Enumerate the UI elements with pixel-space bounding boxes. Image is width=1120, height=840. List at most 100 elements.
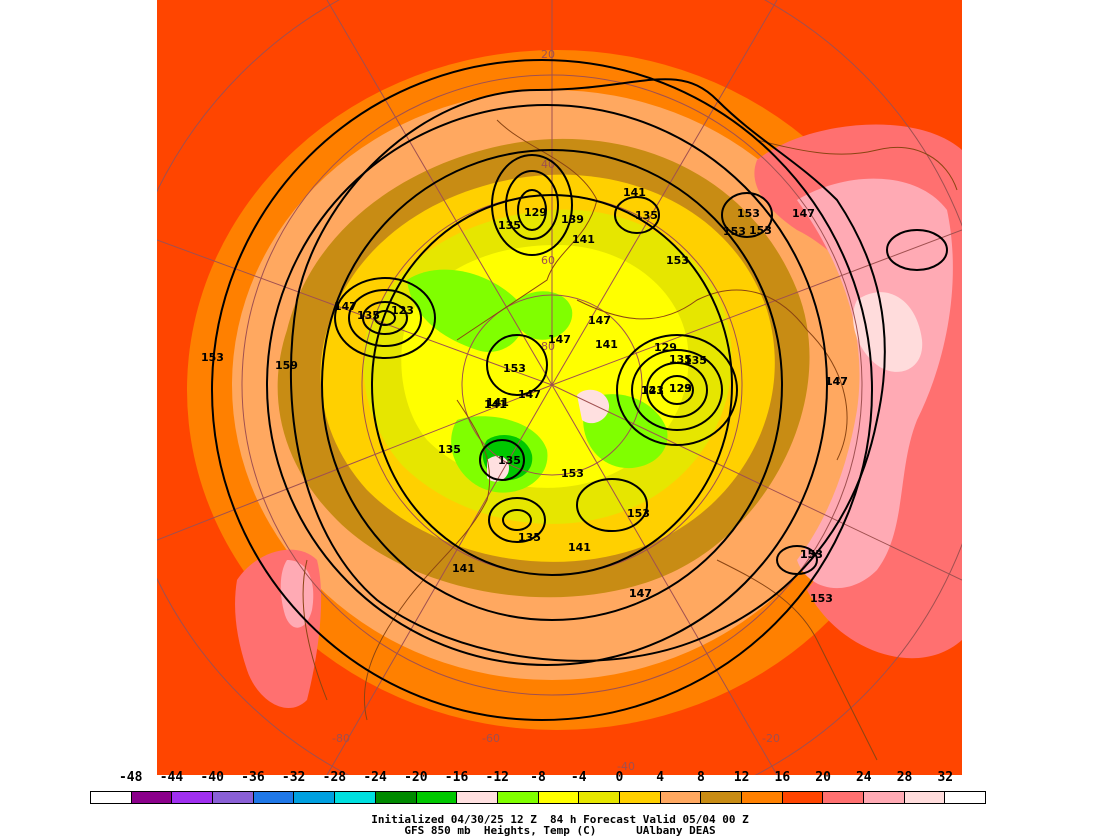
color-bar-segment <box>375 792 417 803</box>
height-label: 123 <box>669 382 692 395</box>
color-bar-segment <box>335 792 376 803</box>
color-bar-segment <box>172 792 214 803</box>
forecast-map-svg: 20 40 60 80 -80 -60 -40 -20 <box>157 0 962 775</box>
color-bar-segment <box>823 792 865 803</box>
caption-line-1: Initialized 04/30/25 12 Z 84 h Forecast … <box>371 813 749 826</box>
legend-tick-label: 8 <box>696 770 705 785</box>
caption-line-2: GFS 850 mb Heights, Temp (C) UAlbany DEA… <box>404 824 716 837</box>
height-label: 153 <box>503 362 526 375</box>
height-label: 135 <box>669 353 692 366</box>
temp-fill-neg8-a <box>407 269 524 352</box>
height-label: 147 <box>588 314 611 327</box>
height-label: 135 <box>498 219 521 232</box>
color-bar-segment <box>742 792 783 803</box>
height-label: 135 <box>498 454 521 467</box>
height-label: 141 <box>623 186 646 199</box>
color-bar-segment <box>945 792 986 803</box>
temp-fill-neg8-d <box>513 291 573 340</box>
legend-tick-label: -28 <box>322 770 347 785</box>
color-bar-segment <box>131 792 173 803</box>
color-bar-segment <box>782 792 824 803</box>
caption: Initialized 04/30/25 12 Z 84 h Forecast … <box>0 814 1120 836</box>
legend-tick-label: 24 <box>855 770 872 785</box>
legend-tick-label: -44 <box>159 770 184 785</box>
legend-tick-label: 28 <box>896 770 913 785</box>
temp-fill-neg12 <box>577 389 610 424</box>
color-bar-segment <box>416 792 458 803</box>
height-label: 135 <box>635 209 658 222</box>
temperature-color-bar <box>90 791 986 804</box>
color-bar-segment <box>579 792 620 803</box>
legend-tick-label: 20 <box>815 770 831 785</box>
legend-tick-label: -40 <box>200 770 224 785</box>
color-bar-segment <box>619 792 661 803</box>
color-bar-segment <box>904 792 946 803</box>
height-label: 141 <box>595 338 618 351</box>
height-label: 153 <box>627 507 650 520</box>
temp-fill-24-b <box>280 560 314 628</box>
legend-tick-label: 16 <box>774 770 791 785</box>
height-label: 153 <box>723 225 746 238</box>
grid-label: -20 <box>762 732 780 745</box>
height-label: 135 <box>438 443 461 456</box>
height-label: 147 <box>518 388 541 401</box>
height-label: 141 <box>568 541 591 554</box>
legend-tick-label: -48 <box>118 770 143 785</box>
color-bar-segment <box>91 792 132 803</box>
height-contours <box>211 59 948 721</box>
lat-lon-grid <box>157 0 962 775</box>
color-bar-segment <box>294 792 336 803</box>
height-label: 147 <box>825 375 848 388</box>
grid-label: 60 <box>541 254 555 267</box>
legend-tick-label: -16 <box>444 770 469 785</box>
legend-tick-label: -24 <box>363 770 387 785</box>
height-label: 147 <box>629 587 652 600</box>
height-label: 139 <box>561 213 584 226</box>
height-label: 135 <box>357 309 380 322</box>
height-label: 153 <box>800 548 823 561</box>
height-label: 129 <box>654 341 677 354</box>
temp-fill-neg12-b <box>487 455 509 482</box>
height-label: 141 <box>486 396 509 409</box>
color-bar-segment <box>457 792 498 803</box>
height-label: 153 <box>561 467 584 480</box>
grid-label: 80 <box>541 340 555 353</box>
height-label: 129 <box>669 382 692 395</box>
temp-fill-24 <box>797 178 953 589</box>
height-label: 153 <box>737 207 760 220</box>
forecast-map: 20 40 60 80 -80 -60 -40 -20 <box>157 0 962 775</box>
height-label: 147 <box>792 207 815 220</box>
color-bar-segment <box>213 792 254 803</box>
color-bar-segment <box>253 792 295 803</box>
height-label: 123 <box>641 384 664 397</box>
grid-label: -80 <box>332 732 350 745</box>
height-label: 147 <box>629 587 652 600</box>
height-label: 135 <box>518 531 541 544</box>
legend-ticks: -48 -44 -40 -36 -32 -28 -24 -20 -16 -12 -8 -4 0 4 8 12 1… <box>0 770 1120 788</box>
legend-tick-label: 32 <box>937 770 954 785</box>
legend-tick-label: 12 <box>733 770 750 785</box>
color-bar-segment <box>538 792 580 803</box>
legend-tick-label: -32 <box>281 770 306 785</box>
height-label: 141 <box>484 398 507 411</box>
legend-tick-label: 0 <box>615 770 624 785</box>
height-label: 129 <box>524 206 547 219</box>
height-label: 153 <box>810 592 833 605</box>
color-bar-segment <box>864 792 905 803</box>
height-label: 141 <box>641 384 664 397</box>
height-label: 153 <box>749 224 772 237</box>
color-bar-segment <box>701 792 742 803</box>
legend-tick-label: -20 <box>404 770 428 785</box>
legend-tick-label: -36 <box>241 770 265 785</box>
height-label: 153 <box>666 254 689 267</box>
height-label: 153 <box>201 351 224 364</box>
height-labels: 129 135 139 141 153 147 141 135 153 153 … <box>201 186 848 605</box>
legend-tick-label: 4 <box>656 770 665 785</box>
height-label: 159 <box>275 359 298 372</box>
height-label: 141 <box>452 562 475 575</box>
height-label: 141 <box>572 233 595 246</box>
legend-tick-label: -8 <box>530 770 546 785</box>
height-label: 147 <box>548 333 571 346</box>
height-label: 147 <box>825 375 848 388</box>
grid-label: -60 <box>482 732 500 745</box>
